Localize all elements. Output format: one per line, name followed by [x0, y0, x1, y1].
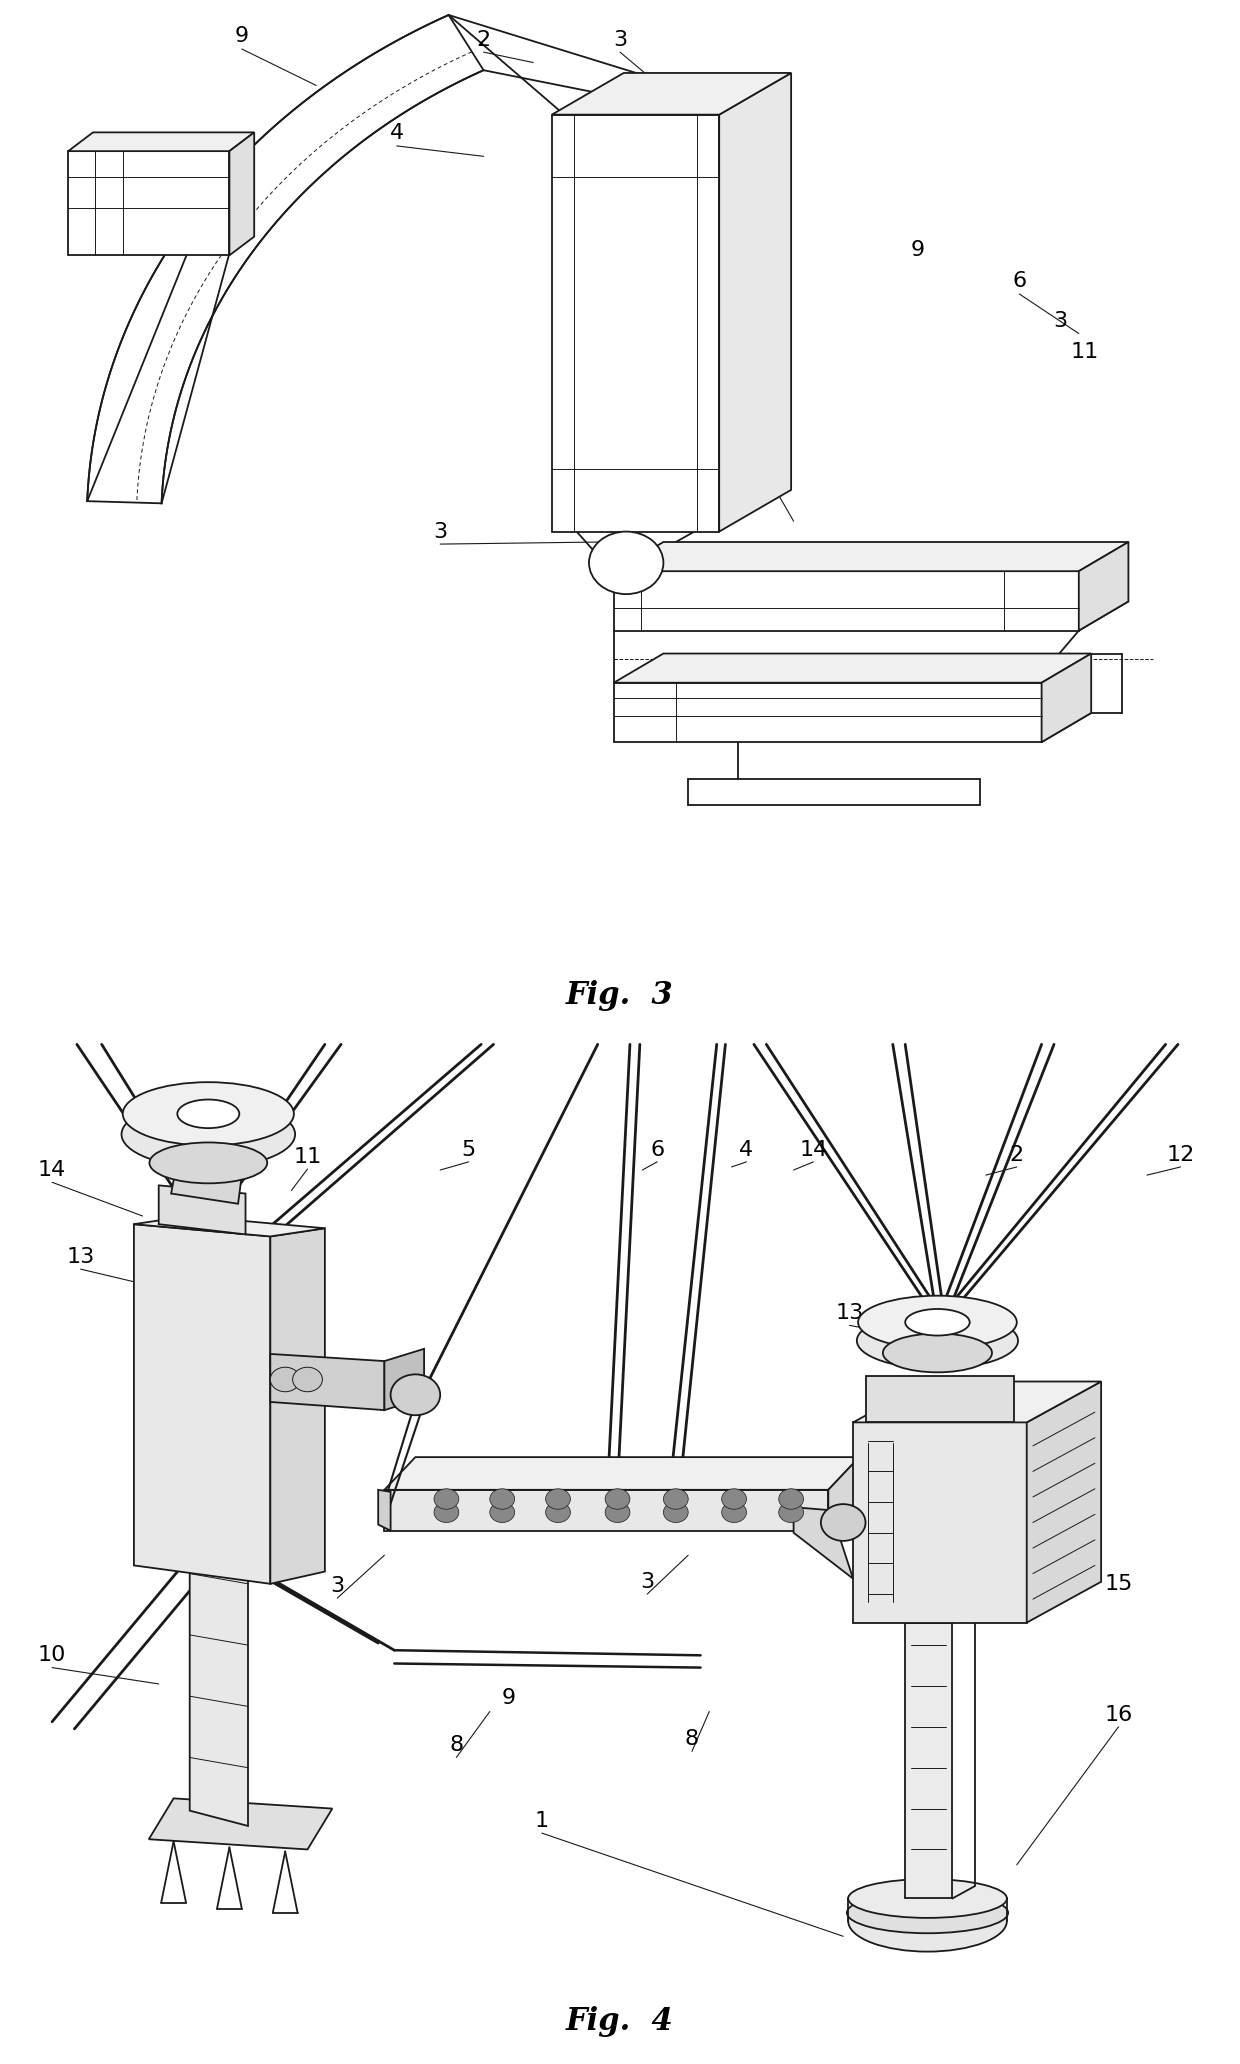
Text: 2: 2	[476, 29, 491, 50]
Text: 5: 5	[749, 89, 764, 109]
Polygon shape	[384, 1457, 859, 1490]
Circle shape	[722, 1488, 746, 1509]
Polygon shape	[1042, 654, 1091, 743]
Circle shape	[663, 1503, 688, 1523]
Polygon shape	[866, 1377, 1014, 1422]
Text: Fig.  3: Fig. 3	[567, 980, 673, 1011]
Polygon shape	[853, 1422, 1027, 1622]
Polygon shape	[159, 1185, 246, 1234]
Polygon shape	[853, 1381, 1101, 1422]
Text: 1: 1	[534, 1810, 549, 1831]
Circle shape	[546, 1503, 570, 1523]
Text: 4: 4	[389, 124, 404, 142]
Circle shape	[589, 533, 663, 594]
Circle shape	[605, 1503, 630, 1523]
Text: 3: 3	[1053, 312, 1068, 330]
Ellipse shape	[905, 1309, 970, 1335]
Text: 9: 9	[234, 27, 249, 47]
Text: 17: 17	[219, 1385, 247, 1406]
Polygon shape	[68, 132, 254, 151]
Polygon shape	[552, 72, 791, 116]
Polygon shape	[614, 572, 1079, 632]
Polygon shape	[384, 1350, 424, 1410]
Ellipse shape	[848, 1878, 1007, 1917]
Ellipse shape	[123, 1082, 294, 1146]
Circle shape	[434, 1488, 459, 1509]
Polygon shape	[614, 683, 1042, 743]
Text: 3: 3	[613, 29, 627, 50]
Polygon shape	[905, 1622, 952, 1899]
Text: 3: 3	[330, 1575, 345, 1595]
Ellipse shape	[883, 1333, 992, 1373]
Circle shape	[434, 1503, 459, 1523]
Text: 15: 15	[1105, 1575, 1132, 1593]
Circle shape	[490, 1488, 515, 1509]
Circle shape	[663, 1488, 688, 1509]
Text: 4: 4	[739, 1139, 754, 1160]
Text: 12: 12	[1167, 1146, 1194, 1164]
Text: 9: 9	[501, 1688, 516, 1709]
Text: Fig.  4: Fig. 4	[567, 2006, 673, 2037]
Text: 13: 13	[67, 1247, 94, 1267]
Polygon shape	[794, 1507, 853, 1579]
Text: 6: 6	[1012, 272, 1027, 291]
Text: 11: 11	[1071, 343, 1099, 363]
Polygon shape	[68, 151, 229, 256]
Ellipse shape	[858, 1296, 1017, 1350]
Ellipse shape	[150, 1143, 268, 1183]
Polygon shape	[229, 132, 254, 256]
Text: 8: 8	[684, 1730, 699, 1748]
Polygon shape	[87, 14, 484, 504]
Text: 3: 3	[433, 522, 448, 541]
Text: 3: 3	[640, 1573, 655, 1591]
Circle shape	[391, 1375, 440, 1416]
Polygon shape	[719, 72, 791, 533]
Polygon shape	[134, 1224, 270, 1583]
Text: 13: 13	[836, 1302, 863, 1323]
Text: 16: 16	[1105, 1705, 1132, 1726]
Text: 7: 7	[730, 402, 745, 421]
Text: 8: 8	[69, 188, 84, 208]
Circle shape	[546, 1488, 570, 1509]
Polygon shape	[149, 1798, 332, 1849]
Polygon shape	[270, 1354, 384, 1410]
Text: 10: 10	[666, 369, 693, 390]
Circle shape	[779, 1503, 804, 1523]
Polygon shape	[384, 1490, 828, 1531]
Ellipse shape	[122, 1100, 295, 1168]
Text: 11: 11	[294, 1148, 321, 1166]
Circle shape	[779, 1488, 804, 1509]
Polygon shape	[190, 1552, 248, 1827]
Text: 2: 2	[1009, 1146, 1024, 1164]
Text: 14: 14	[800, 1139, 827, 1160]
Polygon shape	[552, 116, 719, 533]
Text: 8: 8	[449, 1736, 464, 1754]
Polygon shape	[1079, 543, 1128, 632]
Text: 5: 5	[461, 1139, 476, 1160]
Text: 9: 9	[672, 343, 687, 363]
Circle shape	[605, 1488, 630, 1509]
Ellipse shape	[848, 1891, 1007, 1953]
Polygon shape	[134, 1216, 325, 1236]
Circle shape	[722, 1503, 746, 1523]
Text: 9: 9	[910, 239, 925, 260]
Text: 1: 1	[69, 151, 84, 171]
Polygon shape	[270, 1228, 325, 1583]
Ellipse shape	[177, 1100, 239, 1129]
Polygon shape	[828, 1457, 859, 1531]
Circle shape	[270, 1366, 300, 1391]
Text: 14: 14	[38, 1160, 66, 1181]
Text: 10: 10	[38, 1645, 66, 1666]
Ellipse shape	[857, 1313, 1018, 1368]
Ellipse shape	[847, 1893, 1008, 1934]
Polygon shape	[614, 543, 1128, 572]
Circle shape	[821, 1505, 866, 1542]
Text: 6: 6	[650, 1139, 665, 1160]
Circle shape	[490, 1503, 515, 1523]
Polygon shape	[171, 1166, 242, 1203]
Circle shape	[293, 1366, 322, 1391]
Polygon shape	[614, 654, 1091, 683]
Polygon shape	[378, 1490, 391, 1531]
Polygon shape	[1027, 1381, 1101, 1622]
